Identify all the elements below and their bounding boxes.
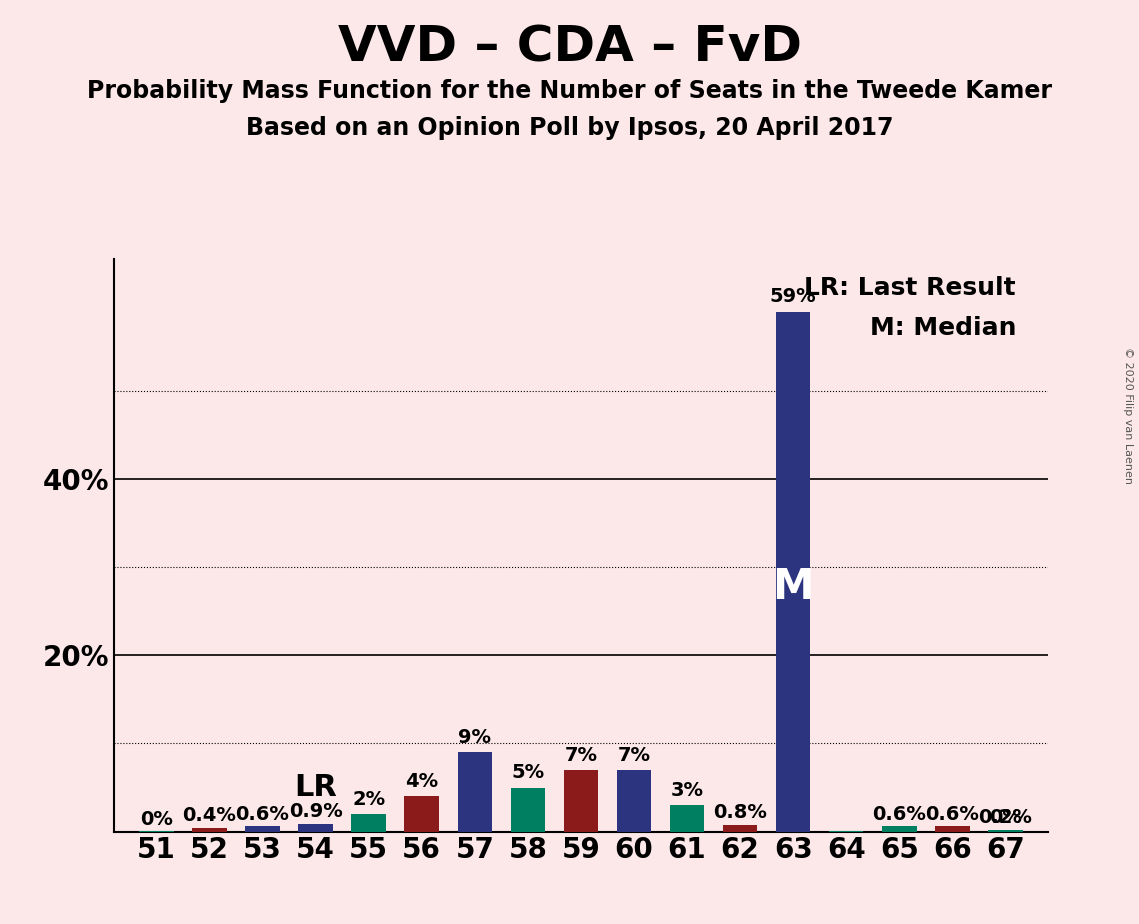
Bar [458,752,492,832]
Bar [989,830,1023,832]
Text: LR: Last Result: LR: Last Result [804,276,1016,300]
Text: 2%: 2% [352,790,385,808]
Bar [670,805,704,832]
Bar [245,826,280,832]
Text: 59%: 59% [770,287,817,307]
Text: M: Median: M: Median [869,316,1016,340]
Text: VVD – CDA – FvD: VVD – CDA – FvD [337,23,802,71]
Text: M: M [772,566,814,608]
Bar [882,826,917,832]
Text: Based on an Opinion Poll by Ipsos, 20 April 2017: Based on an Opinion Poll by Ipsos, 20 Ap… [246,116,893,140]
Text: 0.8%: 0.8% [713,803,767,822]
Text: 0.6%: 0.6% [236,805,289,823]
Text: 0%: 0% [989,808,1022,827]
Text: 0.9%: 0.9% [288,802,343,821]
Text: 0%: 0% [140,809,173,829]
Bar [723,824,757,832]
Bar [351,814,386,832]
Text: Probability Mass Function for the Number of Seats in the Tweede Kamer: Probability Mass Function for the Number… [87,79,1052,103]
Bar [404,796,439,832]
Bar [192,828,227,832]
Text: 5%: 5% [511,763,544,783]
Text: 7%: 7% [565,746,597,765]
Text: © 2020 Filip van Laenen: © 2020 Filip van Laenen [1123,347,1133,484]
Text: 9%: 9% [458,728,491,747]
Bar [510,787,546,832]
Text: 0.2%: 0.2% [978,808,1032,827]
Bar [298,823,333,832]
Text: 0.6%: 0.6% [925,805,980,823]
Text: 0.6%: 0.6% [872,805,926,823]
Text: 7%: 7% [617,746,650,765]
Text: LR: LR [294,772,337,802]
Text: 4%: 4% [405,772,439,791]
Bar [776,311,811,832]
Bar [616,770,652,832]
Bar [935,826,969,832]
Text: 3%: 3% [671,781,704,800]
Text: 0.4%: 0.4% [182,807,237,825]
Bar [564,770,598,832]
